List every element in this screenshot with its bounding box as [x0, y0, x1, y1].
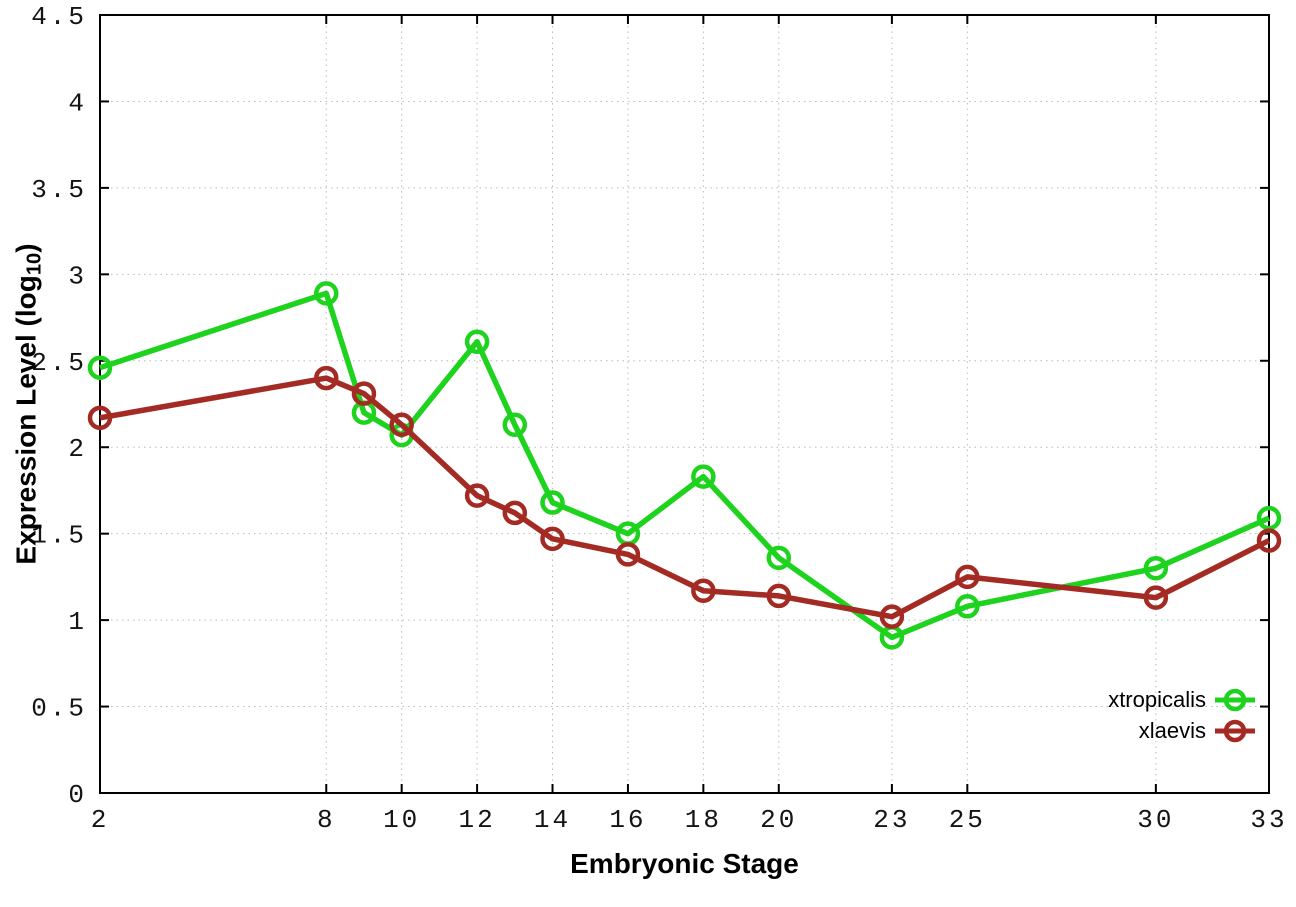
marker-xlaevis-stage-25: [955, 564, 980, 590]
y-tick-label-0.5: 0.5: [31, 694, 87, 724]
x-tick-label-16: 16: [609, 805, 646, 835]
marker-xtropicalis-stage-2: [87, 355, 113, 380]
y-axis-label-box: Expression Level (log10): [0, 15, 58, 793]
x-tick-label-10: 10: [383, 805, 420, 835]
y-axis-label-main: Expression Level (log: [10, 275, 42, 565]
y-tick-label-2.5: 2.5: [31, 348, 87, 378]
marker-xtropicalis-stage-13: [502, 412, 528, 437]
marker-xlaevis-stage-9: [351, 381, 377, 406]
x-tick-label-14: 14: [534, 805, 571, 835]
x-tick-label-20: 20: [760, 805, 797, 835]
x-tick-label-25: 25: [949, 805, 986, 835]
marker-xlaevis-stage-30: [1143, 585, 1169, 610]
marker-xtropicalis-stage-33: [1256, 505, 1282, 531]
marker-xlaevis-stage-33: [1256, 528, 1282, 553]
y-tick-label-4: 4: [68, 88, 87, 118]
x-tick-label-8: 8: [317, 805, 336, 835]
y-tick-label-3.5: 3.5: [31, 175, 87, 205]
legend-item-xtropicalis: xtropicalis: [1108, 684, 1256, 715]
x-tick-label-30: 30: [1137, 805, 1174, 835]
marker-xlaevis-stage-23: [879, 604, 905, 629]
legend-item-xlaevis: xlaevis: [1139, 715, 1256, 746]
plot-border: [99, 14, 1270, 794]
marker-xlaevis-stage-10: [389, 412, 414, 437]
marker-xtropicalis-stage-25: [955, 594, 980, 619]
marker-xlaevis-stage-8: [314, 365, 339, 391]
marker-xtropicalis-stage-18: [691, 464, 716, 489]
legend-label-xtropicalis: xtropicalis: [1108, 686, 1206, 712]
x-tick-label-23: 23: [873, 805, 910, 835]
x-tick-label-12: 12: [458, 805, 495, 835]
y-tick-label-1: 1: [68, 607, 87, 637]
legend-sample-xtropicalis: [1215, 688, 1255, 711]
legend-label-xlaevis: xlaevis: [1138, 717, 1206, 743]
x-tick-label-33: 33: [1250, 805, 1287, 835]
legend-sample-xlaevis: [1215, 719, 1255, 742]
marker-xlaevis-stage-16: [615, 542, 641, 567]
y-tick-label-1.5: 1.5: [31, 521, 87, 551]
marker-xlaevis-stage-12: [464, 483, 490, 508]
y-axis-label-end: ): [10, 243, 42, 253]
series-line-xtropicalis: [99, 290, 1271, 641]
x-tick-label-2: 2: [91, 805, 110, 835]
marker-xtropicalis-stage-30: [1143, 555, 1169, 581]
marker-xlaevis-stage-14: [540, 526, 565, 552]
marker-xtropicalis-stage-12: [464, 329, 490, 355]
y-tick-label-4.5: 4.5: [31, 2, 87, 32]
marker-xlaevis-stage-13: [502, 500, 528, 526]
y-axis-label-subscript: 10: [24, 252, 47, 276]
marker-xtropicalis-stage-8: [314, 281, 339, 306]
x-axis-label: Embryonic Stage: [570, 848, 799, 879]
y-tick-label-2: 2: [68, 434, 87, 464]
y-tick-label-0: 0: [68, 780, 87, 810]
marker-xlaevis-stage-20: [766, 583, 792, 609]
legend: xtropicalis xlaevis: [1108, 684, 1256, 746]
marker-xlaevis-stage-2: [87, 405, 113, 431]
marker-xtropicalis-stage-14: [540, 490, 565, 515]
y-axis-label: Expression Level (log10): [11, 243, 47, 564]
x-tick-label-18: 18: [685, 805, 722, 835]
y-tick-label-3: 3: [68, 261, 87, 291]
marker-xtropicalis-stage-20: [766, 545, 792, 571]
marker-xlaevis-stage-18: [691, 578, 716, 603]
